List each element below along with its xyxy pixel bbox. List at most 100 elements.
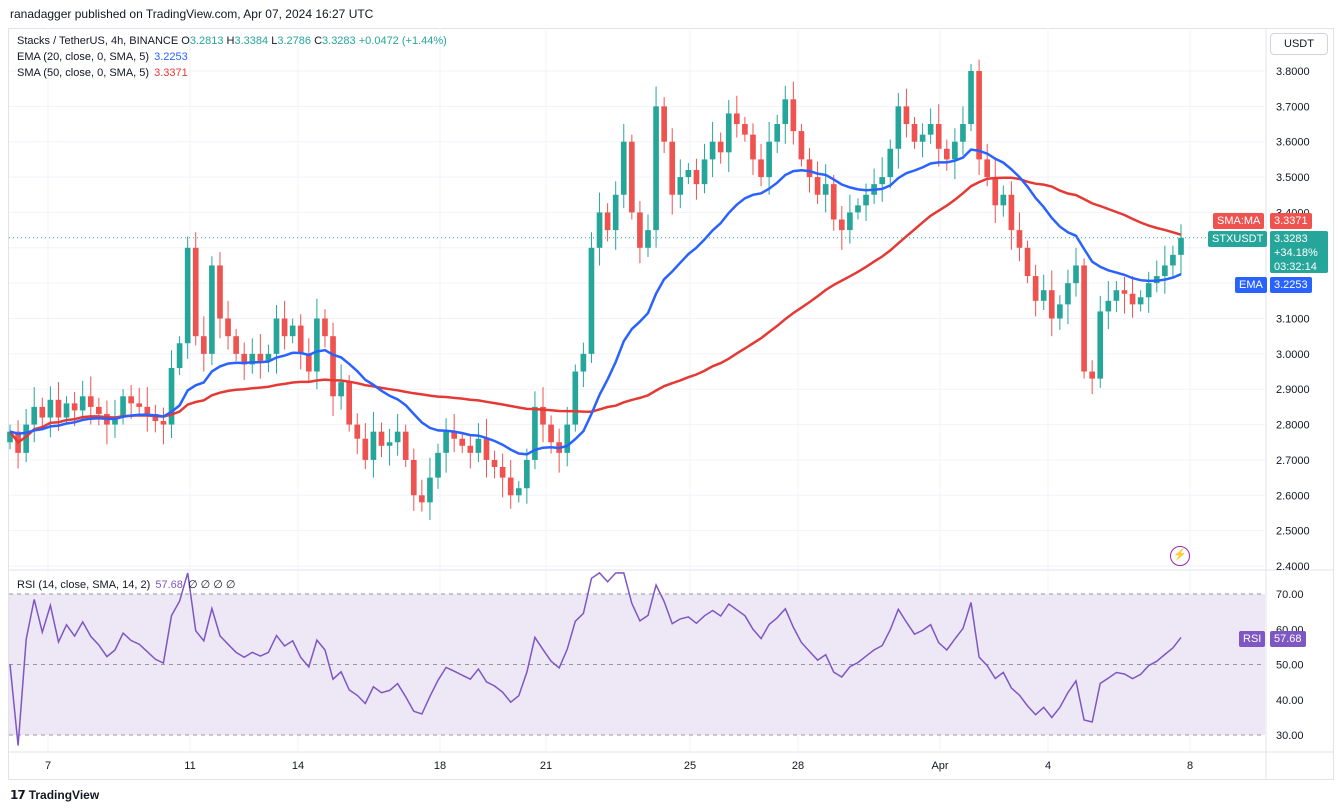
candle-body bbox=[895, 106, 902, 149]
candle-body bbox=[645, 230, 651, 248]
candle-body bbox=[241, 353, 248, 365]
candle-body bbox=[338, 382, 344, 397]
candle-body bbox=[7, 431, 13, 443]
rsi-line bbox=[9, 571, 1182, 746]
candle-body bbox=[96, 406, 102, 414]
candle-body bbox=[830, 184, 837, 220]
candle-body bbox=[1081, 265, 1087, 372]
rsi-tick-label: 50.00 bbox=[1276, 660, 1304, 672]
candle-body bbox=[887, 148, 894, 178]
x-tick-label: 7 bbox=[45, 760, 51, 772]
candle-body bbox=[847, 212, 853, 231]
candle-body bbox=[499, 467, 506, 478]
candle-body bbox=[1048, 290, 1055, 319]
candle-body bbox=[766, 141, 772, 178]
candle-body bbox=[992, 177, 999, 206]
candle-body bbox=[273, 318, 280, 354]
candle-body bbox=[580, 353, 587, 372]
candle-body bbox=[192, 247, 199, 337]
candle-body bbox=[112, 417, 118, 425]
symbol-legend: Stacks / TetherUS, 4h, BINANCE O3.2813 H… bbox=[17, 34, 447, 49]
candle-body bbox=[1040, 290, 1047, 301]
candle-body bbox=[1145, 283, 1152, 298]
candle-body bbox=[725, 113, 732, 153]
lightning-icon[interactable]: ⚡ bbox=[1170, 546, 1190, 566]
candle-body bbox=[427, 477, 433, 503]
candle-body bbox=[540, 406, 546, 425]
candle-body bbox=[596, 212, 603, 248]
candle-body bbox=[790, 99, 797, 132]
candle-body bbox=[63, 403, 70, 418]
candle-body bbox=[685, 170, 692, 178]
candle-body bbox=[677, 177, 684, 195]
candle-body bbox=[709, 141, 716, 160]
candle-body bbox=[305, 353, 312, 372]
candle-body bbox=[968, 71, 974, 125]
rsi-name-tag: RSI bbox=[1239, 631, 1266, 647]
candle-body bbox=[1121, 290, 1128, 294]
sma-value-tag: 3.3371 bbox=[1270, 213, 1312, 229]
candle-body bbox=[798, 131, 805, 160]
candle-body bbox=[209, 265, 215, 354]
candle-body bbox=[629, 141, 635, 213]
candle-body bbox=[160, 421, 167, 425]
candle-body bbox=[297, 325, 304, 354]
candle-body bbox=[653, 106, 659, 231]
y-tick-label: 2.9000 bbox=[1276, 384, 1310, 396]
candle-body bbox=[911, 124, 918, 142]
candle-body bbox=[144, 406, 151, 414]
candle-body bbox=[1016, 230, 1023, 248]
ema-legend[interactable]: EMA (20, close, 0, SMA, 5) 3.2253 bbox=[17, 51, 188, 63]
candle-body bbox=[1129, 293, 1136, 305]
candle-body bbox=[661, 106, 667, 142]
candle-body bbox=[984, 159, 991, 178]
candle-body bbox=[524, 459, 530, 489]
price-name-tag: STXUSDT bbox=[1208, 231, 1268, 247]
y-tick-label: 3.1000 bbox=[1276, 314, 1310, 326]
rsi-legend[interactable]: RSI (14, close, SMA, 14, 2) 57.68 ∅ ∅ ∅ … bbox=[17, 579, 236, 591]
candle-body bbox=[943, 148, 950, 160]
candle-body bbox=[410, 459, 417, 496]
candle-body bbox=[750, 134, 756, 160]
sma-legend[interactable]: SMA (50, close, 0, SMA, 5) 3.3371 bbox=[17, 67, 188, 79]
candle-body bbox=[838, 219, 845, 231]
candle-body bbox=[402, 431, 409, 460]
candle-body bbox=[637, 212, 643, 248]
candle-body bbox=[249, 353, 256, 365]
candle-body bbox=[443, 431, 449, 453]
candle-body bbox=[822, 184, 829, 195]
candle-body bbox=[79, 396, 86, 411]
x-tick-label: 28 bbox=[792, 760, 804, 772]
candle-body bbox=[370, 431, 377, 460]
candle-body bbox=[184, 247, 191, 344]
x-tick-label: Apr bbox=[931, 760, 948, 772]
candle-body bbox=[152, 413, 159, 422]
tradingview-logo[interactable]: 𝟭𝟳 TradingView bbox=[10, 788, 100, 802]
currency-button[interactable]: USDT bbox=[1270, 33, 1328, 55]
rsi-tick-label: 30.00 bbox=[1276, 730, 1304, 742]
x-tick-label: 18 bbox=[434, 760, 446, 772]
candle-body bbox=[39, 406, 46, 418]
candle-body bbox=[927, 124, 934, 135]
y-tick-label: 2.4000 bbox=[1276, 561, 1310, 573]
x-tick-label: 25 bbox=[684, 760, 696, 772]
candle-body bbox=[459, 438, 466, 446]
candle-body bbox=[483, 438, 490, 460]
candle-body bbox=[1032, 276, 1039, 301]
candle-body bbox=[1000, 194, 1007, 206]
sma-50-line bbox=[9, 176, 1182, 445]
candle-body bbox=[855, 205, 861, 213]
candle-body bbox=[281, 318, 288, 337]
candle-body bbox=[346, 382, 353, 425]
candle-body bbox=[976, 71, 982, 160]
candle-body bbox=[265, 353, 272, 361]
x-tick-label: 4 bbox=[1045, 760, 1051, 772]
candle-body bbox=[55, 399, 62, 418]
candle-body bbox=[362, 438, 369, 460]
ohlc-close: C3.3283 bbox=[314, 35, 356, 47]
y-tick-label: 3.7000 bbox=[1276, 101, 1310, 113]
candle-body bbox=[1178, 237, 1184, 255]
candle-body bbox=[742, 124, 748, 135]
candle-body bbox=[588, 247, 595, 354]
